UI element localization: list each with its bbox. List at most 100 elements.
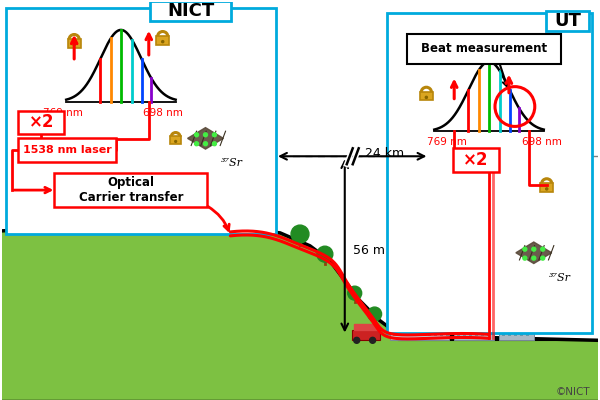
Bar — [428, 300, 431, 304]
Bar — [422, 332, 425, 336]
Bar — [434, 316, 437, 320]
Bar — [440, 300, 443, 304]
Bar — [463, 316, 466, 320]
Bar — [487, 324, 490, 328]
FancyBboxPatch shape — [386, 13, 592, 333]
Bar — [457, 332, 460, 336]
Bar — [440, 332, 443, 336]
Bar — [526, 332, 529, 336]
Text: ×2: ×2 — [29, 114, 54, 132]
Bar — [514, 324, 517, 328]
Circle shape — [73, 44, 75, 46]
Bar — [416, 316, 419, 320]
Polygon shape — [188, 128, 223, 149]
FancyBboxPatch shape — [150, 1, 232, 21]
Circle shape — [194, 142, 199, 146]
Bar — [469, 332, 472, 336]
Bar — [404, 316, 407, 320]
Bar — [475, 308, 478, 312]
Circle shape — [291, 225, 309, 243]
Bar — [475, 324, 478, 328]
Text: ³⁷Sr: ³⁷Sr — [220, 158, 242, 168]
Bar — [487, 316, 490, 320]
Bar — [440, 324, 443, 328]
Text: 24 km: 24 km — [365, 147, 404, 160]
Text: ©NICT: ©NICT — [556, 387, 590, 397]
Bar — [398, 324, 401, 328]
Circle shape — [200, 207, 220, 227]
Bar — [170, 136, 181, 144]
Bar — [475, 332, 478, 336]
FancyBboxPatch shape — [54, 173, 208, 207]
Circle shape — [370, 337, 376, 343]
Bar — [157, 36, 169, 45]
Bar — [454, 306, 494, 340]
Bar — [526, 316, 529, 320]
Circle shape — [354, 337, 359, 343]
Circle shape — [175, 140, 176, 142]
Bar — [469, 316, 472, 320]
Bar — [410, 308, 413, 312]
Text: 698 nm: 698 nm — [143, 108, 182, 118]
Bar — [352, 330, 380, 340]
Bar — [410, 324, 413, 328]
Bar — [428, 332, 431, 336]
Bar — [404, 332, 407, 336]
Bar — [499, 312, 534, 340]
FancyBboxPatch shape — [5, 8, 276, 234]
Bar — [434, 332, 437, 336]
Circle shape — [348, 286, 362, 300]
Text: ×2: ×2 — [463, 151, 489, 169]
Text: 1538 nm laser: 1538 nm laser — [23, 145, 112, 155]
Bar — [434, 308, 437, 312]
Bar — [410, 332, 413, 336]
Text: 698 nm: 698 nm — [522, 137, 562, 147]
Bar — [398, 332, 401, 336]
Bar — [416, 324, 419, 328]
Text: Optical
Carrier transfer: Optical Carrier transfer — [79, 176, 183, 204]
Bar — [475, 316, 478, 320]
Bar — [446, 324, 449, 328]
Bar — [526, 324, 529, 328]
Bar — [502, 324, 505, 328]
Bar — [502, 332, 505, 336]
Bar — [469, 308, 472, 312]
Bar — [428, 324, 431, 328]
Circle shape — [317, 246, 333, 262]
Circle shape — [532, 256, 536, 260]
Bar — [422, 324, 425, 328]
Bar — [481, 324, 484, 328]
Circle shape — [203, 133, 208, 137]
Bar — [440, 308, 443, 312]
Bar — [520, 324, 523, 328]
Bar — [392, 308, 395, 312]
Bar — [392, 300, 395, 304]
Text: 769 nm: 769 nm — [43, 108, 83, 118]
Circle shape — [523, 247, 527, 251]
Bar — [502, 316, 505, 320]
Bar — [481, 332, 484, 336]
Bar — [457, 316, 460, 320]
FancyBboxPatch shape — [546, 11, 589, 31]
Bar — [446, 316, 449, 320]
Text: Beat measurement: Beat measurement — [421, 42, 547, 55]
Bar — [446, 308, 449, 312]
Bar — [463, 324, 466, 328]
Bar — [392, 324, 395, 328]
Text: UT: UT — [554, 12, 581, 30]
Bar — [487, 308, 490, 312]
Bar — [487, 332, 490, 336]
Bar — [392, 332, 395, 336]
FancyBboxPatch shape — [407, 34, 560, 64]
Bar — [398, 300, 401, 304]
Bar — [422, 308, 425, 312]
Circle shape — [368, 307, 382, 321]
Bar — [434, 324, 437, 328]
Bar — [508, 324, 511, 328]
FancyBboxPatch shape — [19, 110, 64, 134]
Bar — [404, 300, 407, 304]
Bar — [463, 308, 466, 312]
Circle shape — [212, 142, 217, 146]
Text: NICT: NICT — [167, 2, 214, 20]
Bar — [520, 316, 523, 320]
